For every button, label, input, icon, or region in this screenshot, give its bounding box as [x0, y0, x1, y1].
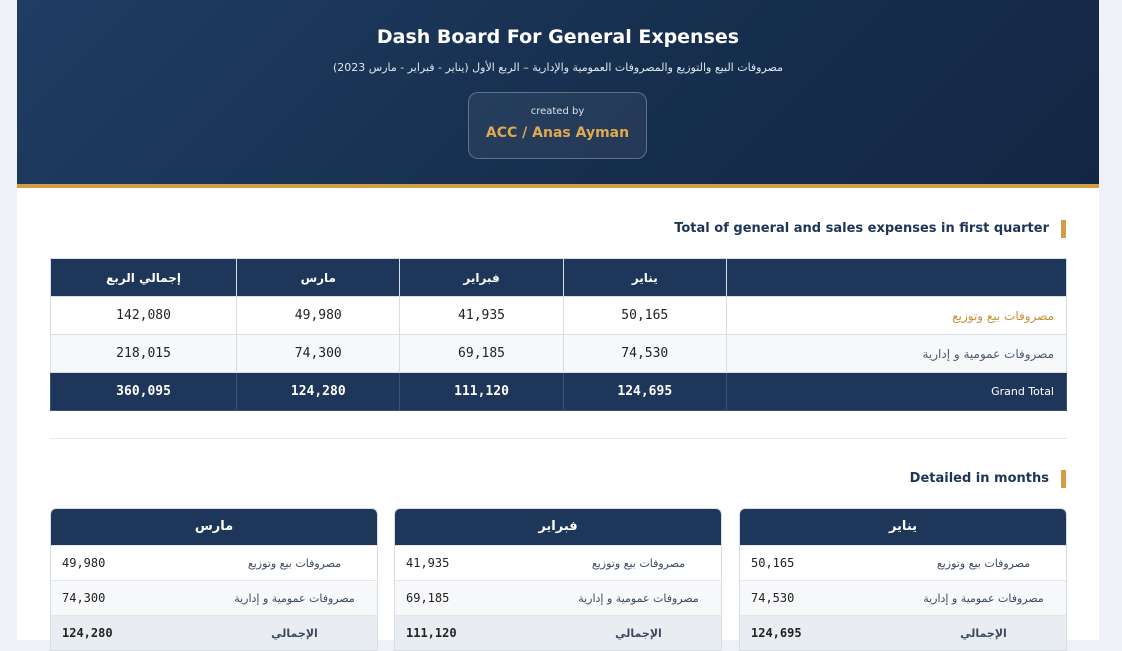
row-label: مصروفات بيع وتوزيع — [247, 556, 342, 570]
header-cell: مارس — [236, 258, 401, 297]
credit-label: created by — [530, 106, 585, 117]
row-label: الإجمالي — [271, 626, 318, 640]
cell: 41,935 — [399, 296, 564, 335]
row-label: مصروفات عمومية و إدارية — [234, 591, 355, 605]
row-value: 124,280 — [62, 626, 113, 640]
cell: 218,015 — [49, 334, 238, 373]
row-value: 111,120 — [406, 626, 457, 640]
row-label: مصروفات بيع وتوزيع — [936, 556, 1031, 570]
section-title: Total of general and sales expenses in f… — [674, 220, 1066, 238]
card-row: مصروفات بيع وتوزيع 50,165 — [740, 545, 1066, 580]
header-cell: فبراير — [399, 258, 564, 297]
card-total: الإجمالي 124,280 — [51, 615, 377, 650]
row-label: مصروفات بيع وتوزيع — [591, 556, 686, 570]
header-row: يناير فبراير مارس إجمالي الربع — [49, 258, 1068, 297]
cell: 49,980 — [236, 296, 401, 335]
cell: 360,095 — [49, 372, 238, 411]
cell: 74,530 — [562, 334, 727, 373]
header-cell: إجمالي الربع — [49, 258, 238, 297]
card-row: مصروفات عمومية و إدارية 69,185 — [395, 580, 721, 615]
row-value: 69,185 — [406, 591, 450, 605]
card-header: فبراير — [395, 509, 721, 545]
cell: 124,280 — [236, 372, 401, 411]
row: مصروفات بيع وتوزيع 50,165 41,935 49,980 142,… — [49, 296, 1068, 335]
row-value: 124,695 — [751, 626, 802, 640]
card-header: مارس — [51, 509, 377, 545]
summary-table: يناير فبراير مارس إجمالي الربع مصروفات بيع و… — [49, 258, 1068, 411]
subtitle: مصروفات البيع والتوزيع والمصروفات العموم… — [332, 61, 783, 74]
card-header: يناير — [740, 509, 1066, 545]
cell: 124,695 — [562, 372, 727, 411]
row-value: 50,165 — [751, 556, 795, 570]
row-value: 49,980 — [62, 556, 106, 570]
row-value: 41,935 — [406, 556, 450, 570]
row: مصروفات عمومية و إدارية 74,530 69,185 74,30… — [49, 334, 1068, 373]
dashboard: Dash Board For General Expenses مصروفات … — [17, 0, 1099, 651]
row-label: الإجمالي — [615, 626, 662, 640]
total-row: Grand Total 124,695 111,120 124,280 360,095 — [49, 372, 1068, 411]
title: Dash Board For General Expenses — [376, 26, 740, 48]
row-label: Grand Total — [725, 372, 1068, 411]
row-label: مصروفات بيع وتوزيع — [725, 296, 1068, 335]
row-label: مصروفات عمومية و إدارية — [578, 591, 699, 605]
header-cell — [725, 258, 1068, 297]
card-row: مصروفات بيع وتوزيع 49,980 — [51, 545, 377, 580]
row-label: مصروفات عمومية و إدارية — [725, 334, 1068, 373]
cell: 50,165 — [562, 296, 727, 335]
card-row: مصروفات عمومية و إدارية 74,300 — [51, 580, 377, 615]
month-card: فبراير مصروفات بيع وتوزيع 41,935 مصروفات عم… — [394, 508, 722, 651]
row-label: مصروفات عمومية و إدارية — [923, 591, 1044, 605]
section-title: Detailed in months — [910, 470, 1066, 488]
cell: 111,120 — [399, 372, 564, 411]
author: ACC / Anas Ayman — [485, 125, 630, 141]
divider — [50, 438, 1067, 439]
month-card: مارس مصروفات بيع وتوزيع 49,980 مصروفات عموم… — [50, 508, 378, 651]
card-total: الإجمالي 124,695 — [740, 615, 1066, 650]
cell: 74,300 — [236, 334, 401, 373]
cell: 69,185 — [399, 334, 564, 373]
card-total: الإجمالي 111,120 — [395, 615, 721, 650]
header-cell: يناير — [562, 258, 727, 297]
row-value: 74,300 — [62, 591, 106, 605]
credit-box: created by ACC / Anas Ayman — [468, 92, 647, 159]
month-card: يناير مصروفات بيع وتوزيع 50,165 مصروفات عمو… — [739, 508, 1067, 651]
header: Dash Board For General Expenses مصروفات … — [17, 0, 1099, 188]
row-label: الإجمالي — [960, 626, 1007, 640]
row-value: 74,530 — [751, 591, 795, 605]
cell: 142,080 — [49, 296, 238, 335]
card-row: مصروفات عمومية و إدارية 74,530 — [740, 580, 1066, 615]
card-row: مصروفات بيع وتوزيع 41,935 — [395, 545, 721, 580]
